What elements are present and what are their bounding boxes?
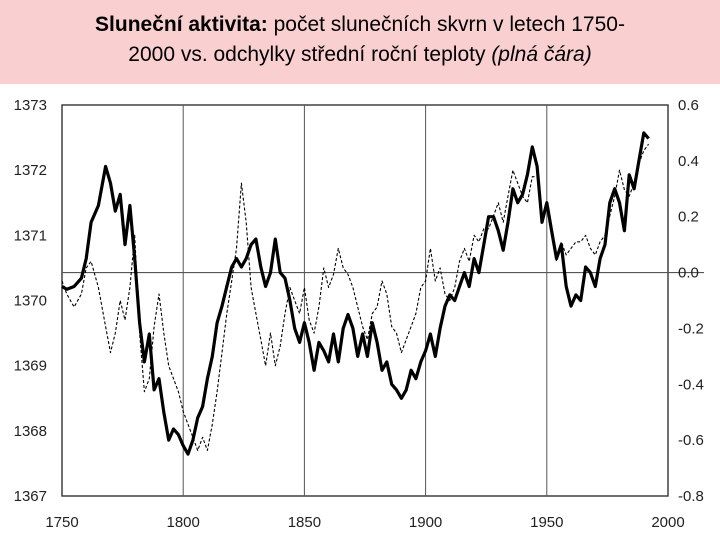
x-tick-1850: 1850 [288, 514, 321, 531]
title-line2: 2000 vs. odchylky střední roční teploty [128, 43, 492, 66]
y-right-tick--0.4: -0.4 [678, 376, 704, 393]
y-left-tick-1369: 1369 [14, 358, 47, 375]
x-tick-2000: 2000 [651, 514, 684, 531]
y-right-tick--0.2: -0.2 [678, 320, 704, 337]
y-left-tick-1373: 1373 [14, 97, 47, 114]
title-bold: Sluneční aktivita: [95, 13, 268, 36]
x-tick-1950: 1950 [530, 514, 563, 531]
y-right-tick-0.0: 0.0 [678, 265, 699, 282]
y-left-tick-labels: 1367 1368 1369 1370 1371 1372 1373 [14, 97, 47, 505]
y-left-tick-1370: 1370 [14, 293, 47, 310]
plot-frame [61, 104, 669, 497]
x-tick-labels: 1750 1800 1850 1900 1950 2000 [45, 514, 684, 531]
series-group [61, 131, 650, 456]
x-tick-1750: 1750 [45, 514, 78, 531]
y-right-tick-0.4: 0.4 [678, 153, 699, 170]
chart: 1750 1800 1850 1900 1950 2000 1367 1368 1369 137… [14, 97, 704, 531]
title-line1: počet slunečních skvrn v letech 1750- [267, 13, 625, 36]
y-left-tick-1368: 1368 [14, 423, 47, 440]
y-right-tick-labels: -0.8 -0.6 -0.4 -0.2 0.0 0.2 0.4 0.6 [678, 97, 704, 505]
y-right-tick-0.6: 0.6 [678, 97, 699, 114]
series-line-1 [61, 143, 650, 451]
y-left-tick-1371: 1371 [14, 227, 47, 244]
y-left-tick-1372: 1372 [14, 162, 47, 179]
title-band [0, 0, 720, 84]
y-left-tick-1367: 1367 [14, 488, 47, 505]
y-right-tick--0.6: -0.6 [678, 432, 704, 449]
x-tick-1800: 1800 [167, 514, 200, 531]
y-right-tick-0.2: 0.2 [678, 209, 699, 226]
y-right-tick--0.8: -0.8 [678, 488, 704, 505]
x-tick-1900: 1900 [409, 514, 442, 531]
title-line2-italic: (plná čára) [491, 43, 592, 66]
chart-title: Sluneční aktivita: počet slunečních skvr… [0, 10, 720, 70]
